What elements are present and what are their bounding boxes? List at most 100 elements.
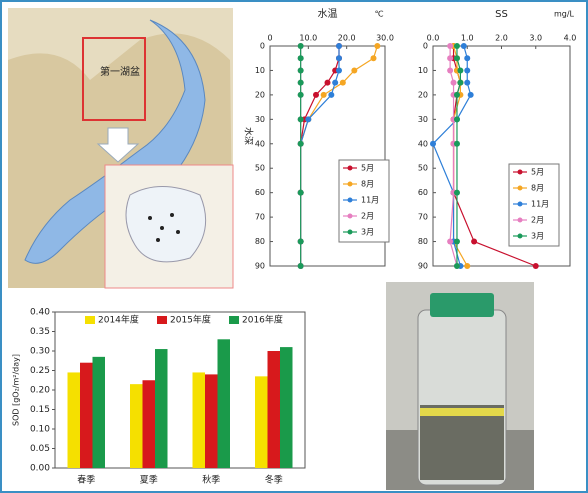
legend-swatch (85, 316, 95, 324)
y-tick-label: 0.40 (30, 308, 50, 318)
bar (218, 339, 231, 468)
data-point (336, 67, 342, 73)
legend-marker (348, 166, 353, 171)
data-point (464, 263, 470, 269)
y-tick-label: 0.35 (30, 327, 50, 337)
legend-swatch (157, 316, 167, 324)
chart-title: SS (495, 9, 508, 20)
data-point (468, 92, 474, 98)
y-tick-label: 30 (418, 115, 428, 124)
y-tick-label: 10 (418, 66, 428, 75)
data-point (298, 190, 304, 196)
y-tick-label: 20 (418, 90, 428, 99)
data-point (298, 43, 304, 49)
data-point (336, 55, 342, 61)
data-point (298, 92, 304, 98)
data-point (305, 116, 311, 122)
x-tick-label: 春季 (77, 474, 95, 486)
legend-label: 2月 (361, 212, 374, 221)
data-point (325, 80, 331, 86)
y-tick-label: 0.00 (30, 464, 50, 474)
y-tick-label: 0 (423, 42, 428, 51)
data-point (457, 80, 463, 86)
y-tick-label: 70 (255, 213, 265, 222)
x-tick-label: 30.0 (376, 34, 394, 43)
bar (155, 349, 168, 468)
data-point (454, 263, 460, 269)
unit-label: mg/L (554, 10, 575, 19)
y-tick-label: 50 (255, 164, 265, 173)
legend-marker (348, 214, 353, 219)
y-tick-label: 40 (255, 139, 265, 148)
bar (205, 374, 218, 468)
y-axis-label: 水深 (243, 127, 255, 145)
x-tick-label: 冬季 (265, 474, 283, 486)
data-point (336, 43, 342, 49)
data-point (298, 80, 304, 86)
y-tick-label: 60 (418, 188, 428, 197)
legend-label: 2015年度 (170, 314, 211, 326)
legend-marker (518, 170, 523, 175)
data-point (454, 43, 460, 49)
x-tick-label: 4.0 (564, 34, 577, 43)
x-tick-label: 2.0 (495, 34, 508, 43)
data-point (454, 190, 460, 196)
y-axis-label: SOD [gO₂/m²/day] (12, 354, 21, 426)
data-point (447, 67, 453, 73)
data-point (447, 43, 453, 49)
bar (193, 372, 206, 468)
x-tick-label: 0 (267, 34, 272, 43)
legend-marker (348, 198, 353, 203)
data-point (454, 55, 460, 61)
legend-marker (518, 218, 523, 223)
y-tick-label: 40 (418, 139, 428, 148)
data-point (340, 80, 346, 86)
legend-label: 3月 (361, 228, 374, 237)
legend-label: 5月 (531, 168, 544, 177)
legend-label: 2014年度 (98, 314, 139, 326)
x-tick-label: 10.0 (299, 34, 317, 43)
bar (80, 363, 93, 468)
y-tick-label: 0.25 (30, 366, 50, 376)
data-point (298, 116, 304, 122)
data-point (454, 116, 460, 122)
y-tick-label: 90 (255, 262, 265, 271)
legend-marker (518, 202, 523, 207)
y-tick-label: 0.05 (30, 444, 50, 454)
data-point (461, 43, 467, 49)
legend-marker (518, 234, 523, 239)
bar (93, 357, 106, 468)
x-tick-label: 0.0 (427, 34, 440, 43)
data-point (451, 80, 457, 86)
data-point (464, 80, 470, 86)
unit-label: ℃ (375, 10, 384, 19)
y-tick-label: 0.10 (30, 425, 50, 435)
data-point (454, 239, 460, 245)
x-tick-label: 3.0 (529, 34, 542, 43)
legend-marker (348, 182, 353, 187)
data-point (351, 67, 357, 73)
chart-title: 水温 (318, 8, 338, 20)
map-label: 第一湖盆 (100, 65, 140, 78)
y-tick-label: 70 (418, 213, 428, 222)
data-point (454, 141, 460, 147)
bar (280, 347, 293, 468)
x-tick-label: 秋季 (202, 474, 220, 486)
y-tick-label: 20 (255, 90, 265, 99)
legend-marker (518, 186, 523, 191)
legend-label: 8月 (361, 180, 374, 189)
data-point (447, 239, 453, 245)
data-point (371, 55, 377, 61)
map: 第一湖盆 (8, 8, 233, 288)
data-point (471, 239, 477, 245)
data-point (464, 67, 470, 73)
legend-label: 5月 (361, 164, 374, 173)
data-point (457, 67, 463, 73)
bar (130, 384, 143, 468)
x-tick-label: 1.0 (461, 34, 474, 43)
page: 第一湖盆 水温℃水深010.020.030.001020304050607080… (0, 0, 588, 493)
legend-label: 11月 (531, 200, 549, 209)
bar (143, 380, 156, 468)
data-point (298, 239, 304, 245)
data-point (332, 80, 338, 86)
